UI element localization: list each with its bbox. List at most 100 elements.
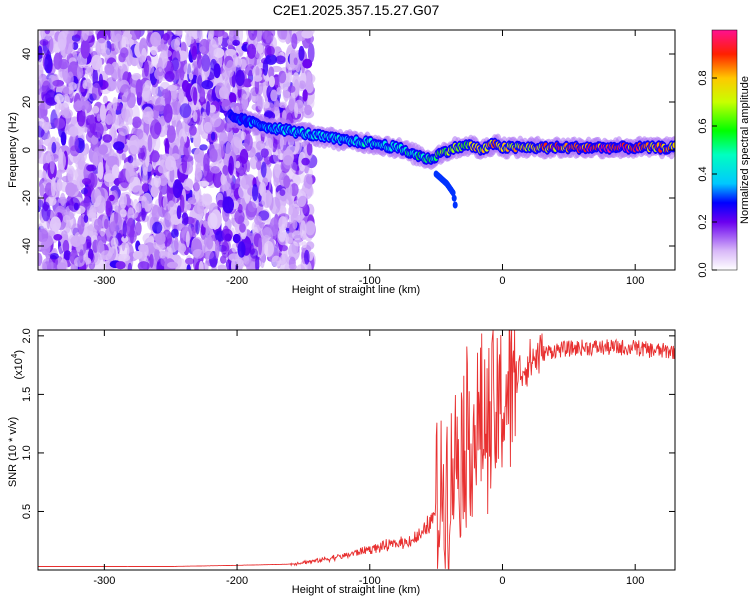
snr-line-layer (38, 330, 675, 570)
noise-blob (241, 93, 249, 112)
noise-blob (113, 212, 122, 232)
noise-blob (44, 30, 51, 35)
noise-blob (82, 230, 88, 238)
branch-blob (450, 189, 456, 197)
noise-blob (252, 183, 259, 202)
noise-blob (126, 92, 136, 109)
snr-xlabel: Height of straight line (km) (292, 584, 420, 596)
noise-blob (51, 141, 57, 154)
noise-blob (150, 185, 159, 198)
noise-blob (296, 190, 307, 207)
noise-blob (247, 201, 257, 213)
signal-core (672, 142, 675, 149)
noise-blob (89, 204, 97, 218)
noise-blob (57, 262, 67, 270)
noise-blob (254, 215, 262, 225)
x-tick-label: -100 (359, 275, 381, 287)
noise-blob (80, 39, 90, 59)
noise-blob (191, 45, 198, 61)
noise-blob (166, 125, 176, 143)
branch-blob (451, 194, 457, 202)
noise-blob (258, 237, 263, 256)
noise-blob (106, 155, 118, 167)
noise-blob (186, 264, 191, 270)
noise-blob (105, 77, 117, 92)
noise-blob (127, 155, 134, 164)
noise-blob (129, 30, 140, 41)
noise-blob (192, 249, 204, 259)
noise-blob (132, 199, 140, 219)
noise-blob (206, 100, 211, 116)
noise-blob (38, 69, 42, 90)
noise-blob (68, 30, 78, 36)
noise-blob (180, 136, 185, 149)
noise-blob (40, 238, 51, 256)
noise-blob (201, 80, 214, 90)
noise-blob (304, 104, 313, 116)
noise-blob (274, 161, 282, 178)
noise-blob (207, 30, 215, 39)
branch-blob (452, 201, 458, 209)
noise-blob (218, 140, 226, 158)
noise-blob (282, 155, 294, 170)
noise-blob (292, 230, 303, 241)
noise-blob (220, 255, 227, 264)
noise-blob (91, 82, 102, 101)
noise-blob (58, 103, 65, 111)
noise-blob (167, 200, 176, 212)
y-tick-label: 0.5 (21, 504, 33, 519)
spectrogram-ylabel: Frequency (Hz) (7, 112, 19, 188)
y-tick-label: 2.0 (21, 328, 33, 343)
noise-blob (149, 253, 154, 268)
noise-blob (58, 245, 63, 255)
noise-blob (41, 257, 54, 270)
noise-blob (221, 99, 232, 112)
noise-blob (131, 73, 142, 81)
noise-blob (237, 241, 246, 258)
noise-blob (203, 121, 213, 133)
colorbar-gradient (711, 29, 738, 271)
noise-blob (139, 55, 146, 63)
noise-blob (58, 151, 66, 171)
noise-blob (244, 133, 253, 152)
snr-panel: -300 -200 -100 0 100 0.5 1.0 1.5 2.0 Height of s… (7, 328, 676, 596)
noise-blob (172, 30, 184, 36)
noise-blob (141, 82, 150, 102)
noise-blob (87, 114, 96, 124)
noise-blob (241, 175, 252, 190)
noise-blob (291, 33, 298, 50)
noise-blob (125, 163, 135, 184)
spectrogram-signal-layer (226, 106, 675, 209)
noise-blob (195, 219, 200, 235)
noise-blob (232, 233, 241, 244)
noise-blob (257, 95, 264, 111)
x-tick-label: -300 (93, 275, 115, 287)
noise-blob (197, 180, 210, 187)
noise-blob (92, 68, 98, 87)
noise-blob (181, 80, 190, 92)
noise-blob (298, 166, 305, 184)
noise-blob (261, 161, 267, 178)
noise-blob (235, 69, 245, 87)
noise-blob (203, 220, 209, 228)
noise-blob (121, 36, 127, 51)
noise-blob (293, 238, 303, 247)
noise-blob (269, 197, 281, 215)
noise-blob (262, 59, 269, 76)
noise-blob (38, 199, 44, 208)
noise-blob (107, 107, 116, 125)
noise-blob (85, 66, 94, 76)
noise-blob (185, 257, 195, 265)
noise-blob (256, 160, 262, 171)
noise-blob (293, 57, 298, 66)
noise-blob (275, 55, 286, 65)
noise-blob (154, 96, 167, 115)
noise-blob (150, 31, 162, 47)
noise-blob (177, 243, 187, 254)
noise-blob (110, 237, 119, 249)
noise-blob (298, 80, 306, 89)
noise-blob (299, 220, 307, 241)
noise-blob (278, 101, 287, 109)
